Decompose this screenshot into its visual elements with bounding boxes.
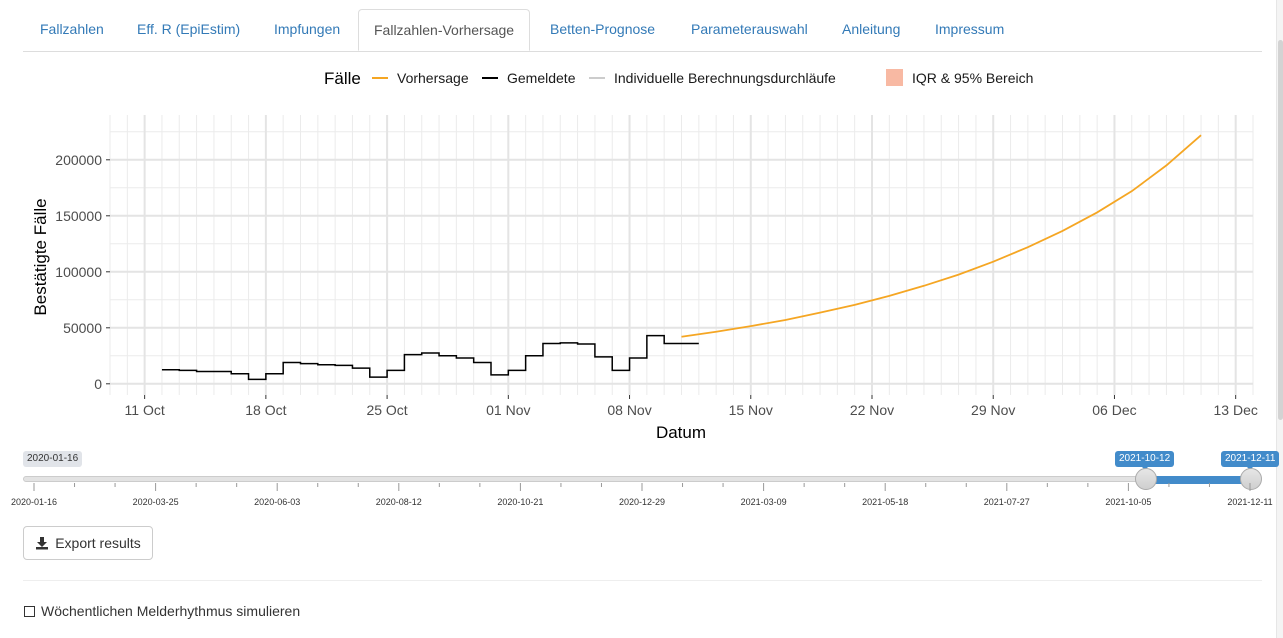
slider-grid-label: 2021-03-09 [741, 497, 787, 507]
tab-anleitung[interactable]: Anleitung [842, 21, 901, 37]
y-tick-label: 100000 [55, 264, 102, 280]
legend-title: Fälle [324, 69, 361, 88]
x-axis-title: Datum [656, 423, 706, 442]
legend-key-iqr [886, 69, 903, 86]
x-tick-label: 25 Oct [366, 402, 407, 418]
x-tick-label: 15 Nov [729, 402, 773, 418]
chart-legend: Fälle Vorhersage Gemeldete Individuelle … [324, 69, 1033, 88]
series-vorhersage [681, 134, 1202, 338]
x-tick-label: 29 Nov [971, 402, 1015, 418]
y-axis: 0 50000 100000 150000 200000 [55, 152, 110, 392]
slider-grid-label: 2021-12-11 [1227, 497, 1272, 507]
section-divider [23, 580, 1262, 581]
slider-grid-label: 2020-10-21 [497, 497, 543, 507]
date-range-slider[interactable]: 2020-01-16 2021-10-12 2021-12-11 2020-01… [0, 445, 1283, 515]
slider-grid-label: 2020-12-29 [619, 497, 665, 507]
download-icon [36, 537, 49, 550]
y-tick-label: 200000 [55, 152, 102, 168]
slider-grid-label: 2020-06-03 [254, 497, 300, 507]
slider-handle-from[interactable] [1135, 468, 1157, 490]
scrollbar-thumb[interactable] [1278, 40, 1283, 420]
x-tick-label: 18 Oct [245, 402, 286, 418]
x-tick-label: 22 Nov [850, 402, 894, 418]
x-tick-label: 13 Dec [1214, 402, 1258, 418]
tab-impfungen[interactable]: Impfungen [274, 21, 341, 37]
export-results-button[interactable]: Export results [23, 526, 153, 560]
tab-betten-prognose[interactable]: Betten-Prognose [550, 21, 656, 37]
slider-grid: 2020-01-16 2020-03-25 2020-06-03 2020-08-12… [11, 483, 1273, 507]
tab-parameterauswahl[interactable]: Parameterauswahl [691, 21, 808, 37]
slider-to-label: 2021-12-11 [1221, 451, 1280, 470]
weekly-rhythm-label[interactable]: Wöchentlichen Melderhythmus simulieren [41, 603, 301, 619]
slider-min-label: 2020-01-16 [23, 451, 83, 467]
x-tick-label: 01 Nov [486, 402, 530, 418]
x-tick-label: 08 Nov [607, 402, 651, 418]
series-gemeldete [161, 334, 699, 381]
page-scrollbar[interactable] [1276, 0, 1283, 638]
weekly-rhythm-checkbox[interactable] [24, 605, 35, 617]
legend-label-gemeldete: Gemeldete [507, 70, 576, 86]
tab-fallzahlen-vorhersage[interactable]: Fallzahlen-Vorhersage [358, 9, 531, 51]
y-axis-title: Bestätigte Fälle [31, 198, 50, 315]
slider-grid-label: 2021-10-05 [1105, 497, 1151, 507]
slider-grid-label: 2020-01-16 [11, 497, 57, 507]
y-tick-label: 0 [94, 376, 102, 392]
slider-handle-to[interactable] [1240, 468, 1262, 490]
slider-track[interactable] [23, 476, 1257, 482]
tab-eff-r[interactable]: Eff. R (EpiEstim) [137, 21, 241, 37]
legend-label-iqr: IQR & 95% Bereich [912, 70, 1033, 86]
tab-fallzahlen[interactable]: Fallzahlen [40, 21, 104, 37]
export-results-label: Export results [55, 535, 141, 551]
slider-grid-label: 2021-07-27 [984, 497, 1030, 507]
slider-grid-label: 2021-05-18 [862, 497, 908, 507]
y-tick-label: 50000 [63, 320, 102, 336]
chart-series [161, 134, 1202, 381]
grid-minor [109, 115, 1254, 395]
legend-label-individuelle: Individuelle Berechnungsdurchläufe [614, 70, 836, 86]
tab-bar: Fallzahlen Eff. R (EpiEstim) Impfungen F… [23, 9, 1262, 52]
x-axis: 11 Oct 18 Oct 25 Oct 01 Nov 08 Nov 15 Nov 22 N… [125, 395, 1258, 418]
slider-grid-label: 2020-08-12 [376, 497, 422, 507]
grid-major [110, 115, 1253, 395]
x-tick-label: 06 Dec [1092, 402, 1136, 418]
slider-selected-range[interactable] [1146, 476, 1251, 484]
slider-from-label: 2021-10-12 [1115, 451, 1175, 470]
x-tick-label: 11 Oct [125, 402, 165, 418]
y-tick-label: 150000 [55, 208, 102, 224]
forecast-chart: Fälle Vorhersage Gemeldete Individuelle … [31, 69, 1258, 442]
tab-impressum[interactable]: Impressum [935, 21, 1005, 37]
weekly-rhythm-option: Wöchentlichen Melderhythmus simulieren [24, 603, 300, 619]
slider-grid-label: 2020-03-25 [133, 497, 179, 507]
legend-label-vorhersage: Vorhersage [397, 70, 469, 86]
